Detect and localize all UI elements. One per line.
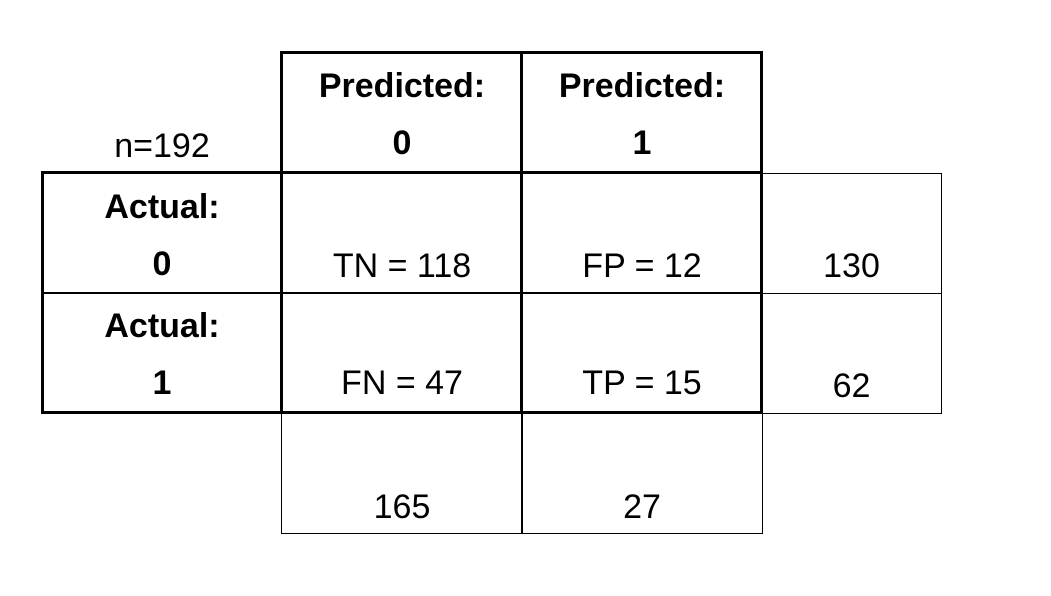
false-positive-value: FP = 12: [582, 247, 702, 285]
row-header-value: 0: [152, 245, 172, 283]
sample-size-text: n=192: [114, 127, 210, 165]
row-header-label: Actual:: [104, 188, 220, 226]
col-total-value: 165: [373, 488, 431, 526]
true-negative-value: TN = 118: [332, 247, 472, 285]
col-header-predicted-1: Predicted: 1: [522, 52, 762, 172]
false-negative-cell: FN = 47: [282, 293, 522, 412]
true-positive-cell: TP = 15: [522, 293, 762, 412]
header-box-right-border: [760, 51, 763, 414]
row-header-actual-0: Actual: 0: [42, 172, 282, 293]
row-total-value: 130: [823, 247, 880, 285]
col-header-label: Predicted:: [318, 67, 486, 105]
col-total-0: 165: [281, 411, 523, 534]
col-header-value: 1: [632, 124, 652, 162]
col-header-label: Predicted:: [558, 67, 726, 105]
true-negative-cell: TN = 118: [282, 172, 522, 293]
col-total-value: 27: [623, 488, 661, 526]
sample-size-label: n=192: [42, 52, 282, 172]
row-header-value: 1: [152, 364, 172, 402]
col-header-predicted-0: Predicted: 0: [282, 52, 522, 172]
row-total-0: 130: [761, 173, 942, 294]
false-negative-value: FN = 47: [341, 364, 463, 402]
row-total-value: 62: [832, 367, 871, 405]
body-bottom-border: [41, 411, 763, 414]
true-positive-value: TP = 15: [582, 364, 702, 402]
false-positive-cell: FP = 12: [522, 172, 762, 293]
row-header-actual-1: Actual: 1: [42, 293, 282, 412]
body-middle-row-border: [41, 292, 763, 294]
row-header-label: Actual:: [104, 307, 220, 345]
row-total-1: 62: [761, 293, 942, 414]
header-box-middle-border: [520, 51, 523, 414]
col-total-1: 27: [521, 411, 763, 534]
body-top-border: [41, 171, 763, 174]
col-header-value: 0: [392, 124, 412, 162]
header-box-left-border: [280, 51, 283, 414]
